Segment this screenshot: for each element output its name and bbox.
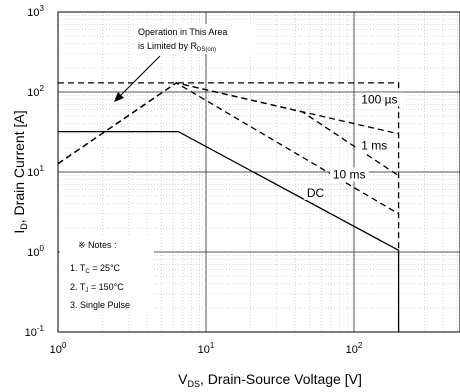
curve-label-bg [303, 185, 322, 200]
notes-item-2: 2. TJ = 150°C [70, 282, 124, 294]
curve-label-bg [329, 167, 369, 182]
curve-label: 10 ms [333, 167, 366, 181]
series-layer [57, 82, 400, 332]
x-tick-label: 100 [50, 341, 67, 356]
rds-annotation-line2: is Limited by RDS(on) [138, 41, 216, 53]
curve-label: 100 µs [361, 92, 397, 106]
y-axis-title: ID, Drain Current [A] [11, 110, 29, 233]
series-boundary-4 [58, 82, 400, 251]
rds-annotation: Operation in This Area is Limited by RDS… [114, 24, 254, 102]
y-tick-label: 101 [27, 164, 44, 179]
series-dc [58, 130, 399, 251]
y-tick-label: 103 [27, 4, 44, 19]
rds-annotation-arrowhead [114, 92, 124, 102]
x-axis-title: VDS, Drain-Source Voltage [V] [178, 371, 362, 389]
x-tick-label: 102 [346, 341, 363, 356]
series-10-ms [57, 82, 399, 215]
rds-annotation-line1: Operation in This Area [138, 27, 227, 37]
notes-background [60, 236, 154, 314]
notes-item-3: 3. Single Pulse [70, 300, 130, 310]
y-tick-label: 10-1 [25, 324, 45, 339]
notes-box: ※ Notes : 1. TC = 25°C 2. TJ = 150°C 3. … [60, 236, 154, 314]
curve-label-bg [358, 92, 405, 107]
curve-label: 1 ms [361, 139, 387, 153]
notes-title: ※ Notes : [78, 240, 117, 250]
curve-label-bg [358, 138, 391, 153]
curve-labels: 100 µs 1 ms 10 ms DC [303, 92, 405, 200]
rds-annotation-box [134, 24, 254, 54]
notes-item-1: 1. TC = 25°C [70, 263, 121, 275]
y-tick-label: 100 [27, 244, 44, 259]
plot-frame [57, 11, 460, 333]
x-tick-labels: 100 101 102 [50, 341, 363, 356]
y-tick-label: 102 [27, 84, 44, 99]
curve-label: DC [307, 186, 325, 200]
x-tick-label: 101 [198, 341, 215, 356]
rds-annotation-arrow [119, 55, 161, 97]
y-tick-labels: 10-1 100 101 102 103 [25, 4, 45, 339]
